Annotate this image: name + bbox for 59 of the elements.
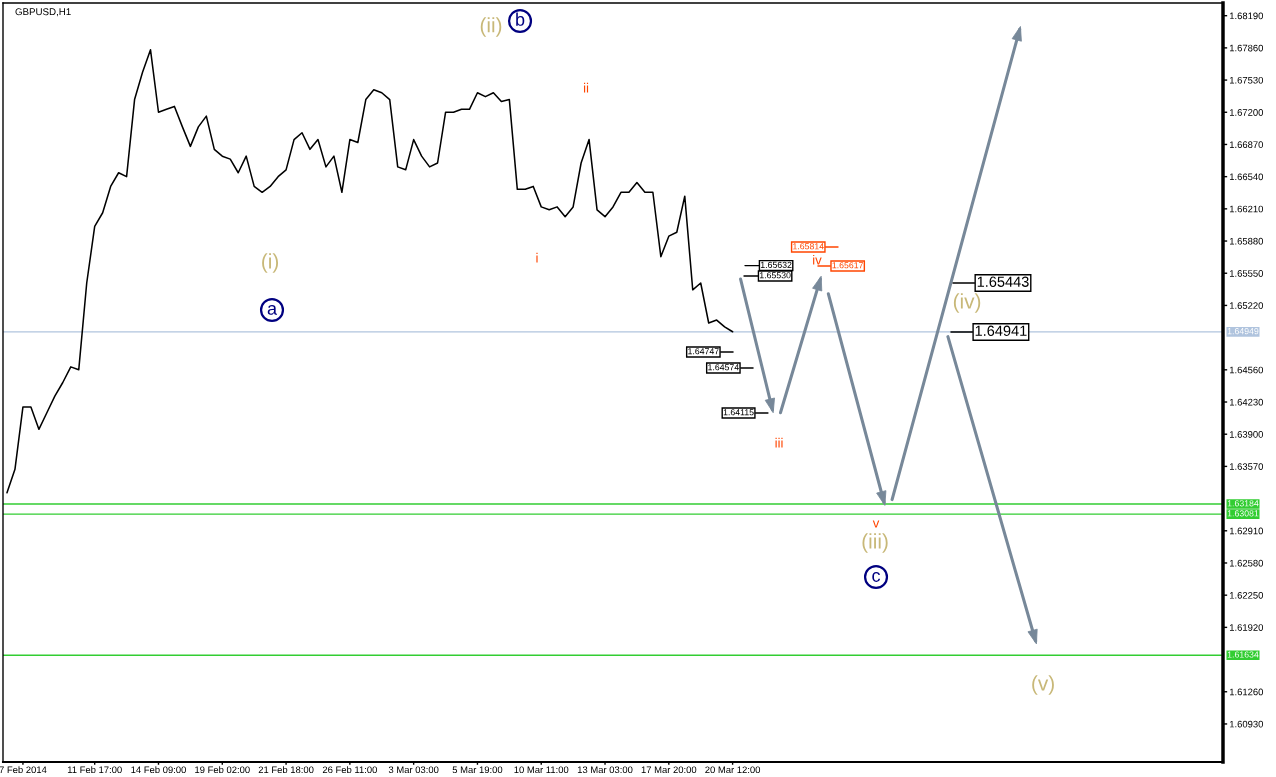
x-tick-label: 7 Feb 2014 xyxy=(0,766,47,774)
annotation: i xyxy=(536,252,538,263)
y-tick-label: 1.65220 xyxy=(1229,302,1264,309)
ref-line-label: 1.63184 xyxy=(1227,500,1259,507)
annotation: (i) xyxy=(262,253,279,273)
ref-line-label: 1.61634 xyxy=(1227,651,1259,658)
x-tick-label: 20 Mar 12:00 xyxy=(705,766,761,774)
y-tick-label: 1.68190 xyxy=(1229,12,1264,20)
x-tick-label: 3 Mar 03:00 xyxy=(388,766,439,774)
y-tick-label: 1.67860 xyxy=(1229,44,1264,52)
y-tick-label: 1.67200 xyxy=(1229,109,1264,116)
x-tick-label: 19 Feb 02:00 xyxy=(195,766,250,774)
y-tick-label: 1.64560 xyxy=(1229,366,1264,374)
annotation: ii xyxy=(583,82,589,93)
x-tick-label: 17 Mar 20:00 xyxy=(641,766,697,774)
annotation: iii xyxy=(775,437,783,448)
y-tick-label: 1.66540 xyxy=(1229,173,1264,181)
y-tick-label: 1.65550 xyxy=(1229,270,1264,277)
annotation: (ii) xyxy=(480,17,502,37)
annotation: (iv) xyxy=(953,293,981,313)
annotation: 1.64941 xyxy=(975,325,1027,336)
y-tick-label: 1.62910 xyxy=(1229,527,1264,535)
x-tick-label: 5 Mar 19:00 xyxy=(452,766,503,774)
chart-title: GBPUSD,H1 xyxy=(15,8,71,17)
y-tick-label: 1.63570 xyxy=(1229,463,1264,470)
annotation: a xyxy=(267,304,278,315)
annotation: (iii) xyxy=(862,533,888,553)
annotation: 1.64747 xyxy=(688,348,719,355)
annotation: (v) xyxy=(1032,675,1054,695)
y-tick-label: 1.67530 xyxy=(1229,76,1264,84)
y-tick-label: 1.65880 xyxy=(1229,237,1264,245)
x-tick-label: 21 Feb 18:00 xyxy=(258,766,314,774)
annotation: 1.65530 xyxy=(759,272,791,279)
y-tick-label: 1.64230 xyxy=(1229,398,1264,406)
x-tick-label: 26 Feb 11:00 xyxy=(322,766,377,774)
annotation: 1.65443 xyxy=(977,276,1029,287)
annotation: iv xyxy=(813,254,822,265)
y-tick-label: 1.63900 xyxy=(1229,431,1264,438)
y-tick-label: 1.61920 xyxy=(1229,624,1264,631)
x-tick-label: 10 Mar 11:00 xyxy=(514,766,569,774)
x-tick-label: 14 Feb 09:00 xyxy=(131,766,186,774)
annotation: 1.64574 xyxy=(708,364,739,371)
ref-line-label: 1.64949 xyxy=(1227,328,1259,335)
x-tick-label: 11 Feb 17:00 xyxy=(67,766,122,774)
y-tick-label: 1.62250 xyxy=(1229,592,1264,599)
annotation: c xyxy=(872,571,881,582)
y-tick-label: 1.66870 xyxy=(1229,141,1264,148)
y-tick-label: 1.66210 xyxy=(1229,205,1264,213)
annotation: 1.65814 xyxy=(793,243,824,250)
x-tick-label: 13 Mar 03:00 xyxy=(577,766,633,774)
annotation: b xyxy=(516,12,525,26)
y-tick-label: 1.60930 xyxy=(1229,720,1264,728)
annotation: 1.65617 xyxy=(832,262,864,269)
y-tick-label: 1.61260 xyxy=(1229,688,1264,696)
annotation: 1.64115 xyxy=(723,409,754,416)
annotation: 1.65632 xyxy=(760,261,792,268)
y-tick-label: 1.62580 xyxy=(1229,559,1264,567)
annotation: v xyxy=(872,520,880,528)
ref-line-label: 1.63081 xyxy=(1227,510,1259,517)
